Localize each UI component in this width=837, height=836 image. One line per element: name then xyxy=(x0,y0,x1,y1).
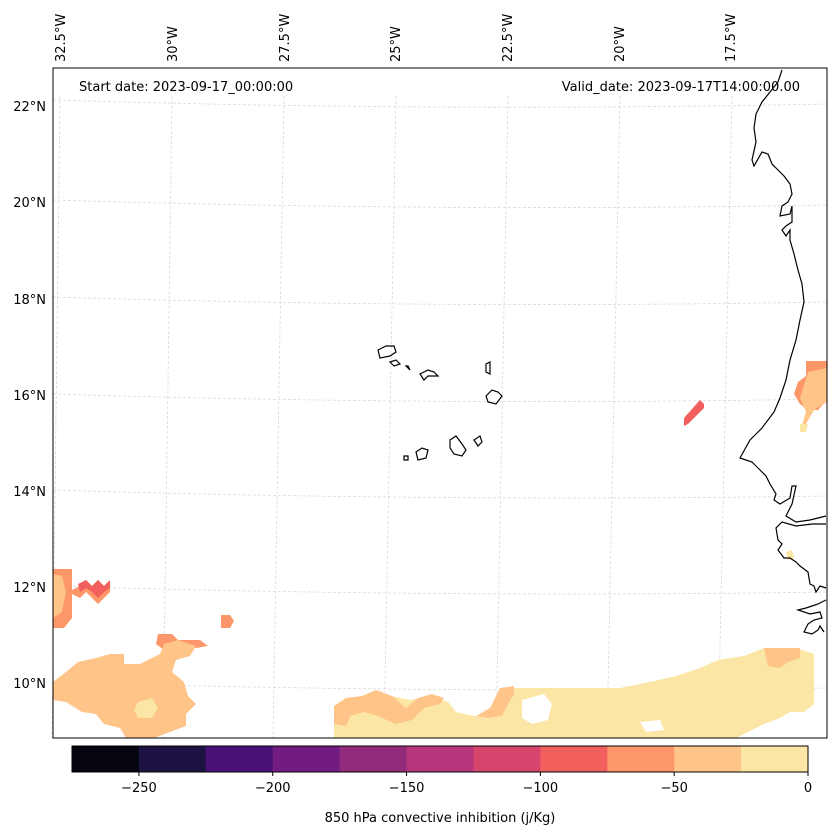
colorbar-label: 850 hPa convective inhibition (j/Kg) xyxy=(325,811,556,826)
cin-region-west-light xyxy=(53,574,66,618)
meridian-line xyxy=(606,95,621,739)
island-santiago xyxy=(449,435,467,457)
colorbar-bin xyxy=(473,746,541,772)
colorbar-frame xyxy=(71,745,809,773)
africa-coast xyxy=(739,69,827,635)
cin-fill xyxy=(53,361,827,738)
colorbar-bin xyxy=(741,746,809,772)
lat-label: 20°N xyxy=(13,196,46,211)
parallel-line xyxy=(52,99,828,108)
cin-region-east-light xyxy=(800,368,827,432)
cin-hole xyxy=(640,720,664,732)
parallel-line xyxy=(52,489,828,499)
meridian-line xyxy=(495,95,509,739)
colorbar-bin xyxy=(674,746,742,772)
lat-label: 10°N xyxy=(13,677,46,692)
colorbar-bin xyxy=(272,746,341,772)
parallel-line xyxy=(52,393,828,402)
colorbar-bin xyxy=(540,746,608,772)
island-fogo xyxy=(415,447,429,461)
colorbar-ticks: −250 −200 −150 −100 −50 0 xyxy=(121,772,812,796)
cin-streak xyxy=(684,400,704,426)
cin-patch-east xyxy=(800,424,808,432)
colorbar-tick-label: −100 xyxy=(523,781,559,796)
colorbar-bin xyxy=(406,746,474,772)
parallel-line xyxy=(52,585,828,595)
lon-label: 17.5°W xyxy=(724,14,739,62)
coastline xyxy=(377,69,827,635)
meridian-line xyxy=(383,95,397,739)
lon-label: 20°W xyxy=(613,26,628,62)
island-sao-vicente xyxy=(388,359,402,367)
island-santo-antao xyxy=(377,345,397,359)
colorbar-tick-label: −250 xyxy=(121,781,157,796)
cin-region-southwest xyxy=(53,640,196,738)
lon-label: 32.5°W xyxy=(54,14,69,62)
meridian-line xyxy=(272,95,285,739)
cin-hole xyxy=(134,698,158,718)
parallel-line xyxy=(52,296,828,305)
map-frame xyxy=(52,67,828,739)
cin-region-west-red xyxy=(78,580,110,598)
gridlines xyxy=(51,95,828,739)
cin-region-south-light xyxy=(764,648,800,668)
colorbar-bin xyxy=(72,746,140,772)
lon-label: 25°W xyxy=(389,26,404,62)
cin-patch xyxy=(221,615,234,628)
colorbar-bin xyxy=(205,746,274,772)
island-sao-nicolau xyxy=(419,369,440,381)
valid-date-label: Valid_date: 2023-09-17T14:00:00.00 xyxy=(562,80,800,95)
colorbar-bin xyxy=(339,746,408,772)
island-boa-vista xyxy=(485,389,503,405)
cin-region-south-light xyxy=(334,690,444,726)
colorbar-tick-label: −150 xyxy=(389,781,425,796)
lon-label: 22.5°W xyxy=(501,14,516,62)
lat-label: 16°N xyxy=(13,389,46,404)
colorbar-bin xyxy=(607,746,675,772)
lat-label: 12°N xyxy=(13,581,46,596)
colorbar-bin xyxy=(138,746,207,772)
island-maio xyxy=(473,435,483,447)
colorbar-tick-label: −50 xyxy=(660,781,687,796)
island-brava xyxy=(403,455,409,461)
colorbar-tick-label: 0 xyxy=(804,781,812,796)
lat-labels: 22°N 20°N 18°N 16°N 14°N 12°N 10°N xyxy=(13,100,46,692)
lat-label: 18°N xyxy=(13,293,46,308)
colorbar xyxy=(72,746,809,772)
parallel-line xyxy=(52,199,828,208)
lon-labels: 32.5°W 30°W 27.5°W 25°W 22.5°W 20°W 17.5… xyxy=(54,14,739,62)
cin-region-south xyxy=(334,648,814,738)
island-sal xyxy=(485,361,491,375)
cin-region-south-light xyxy=(476,686,514,718)
lat-label: 14°N xyxy=(13,485,46,500)
colorbar-tick-label: −200 xyxy=(255,781,291,796)
lat-label: 22°N xyxy=(13,100,46,115)
cin-hole xyxy=(522,694,552,724)
start-date-label: Start date: 2023-09-17_00:00:00 xyxy=(79,80,293,95)
meridian-line xyxy=(717,95,733,739)
lon-label: 30°W xyxy=(166,26,181,62)
island-santa-luzia xyxy=(404,365,411,371)
lon-label: 27.5°W xyxy=(278,14,293,62)
